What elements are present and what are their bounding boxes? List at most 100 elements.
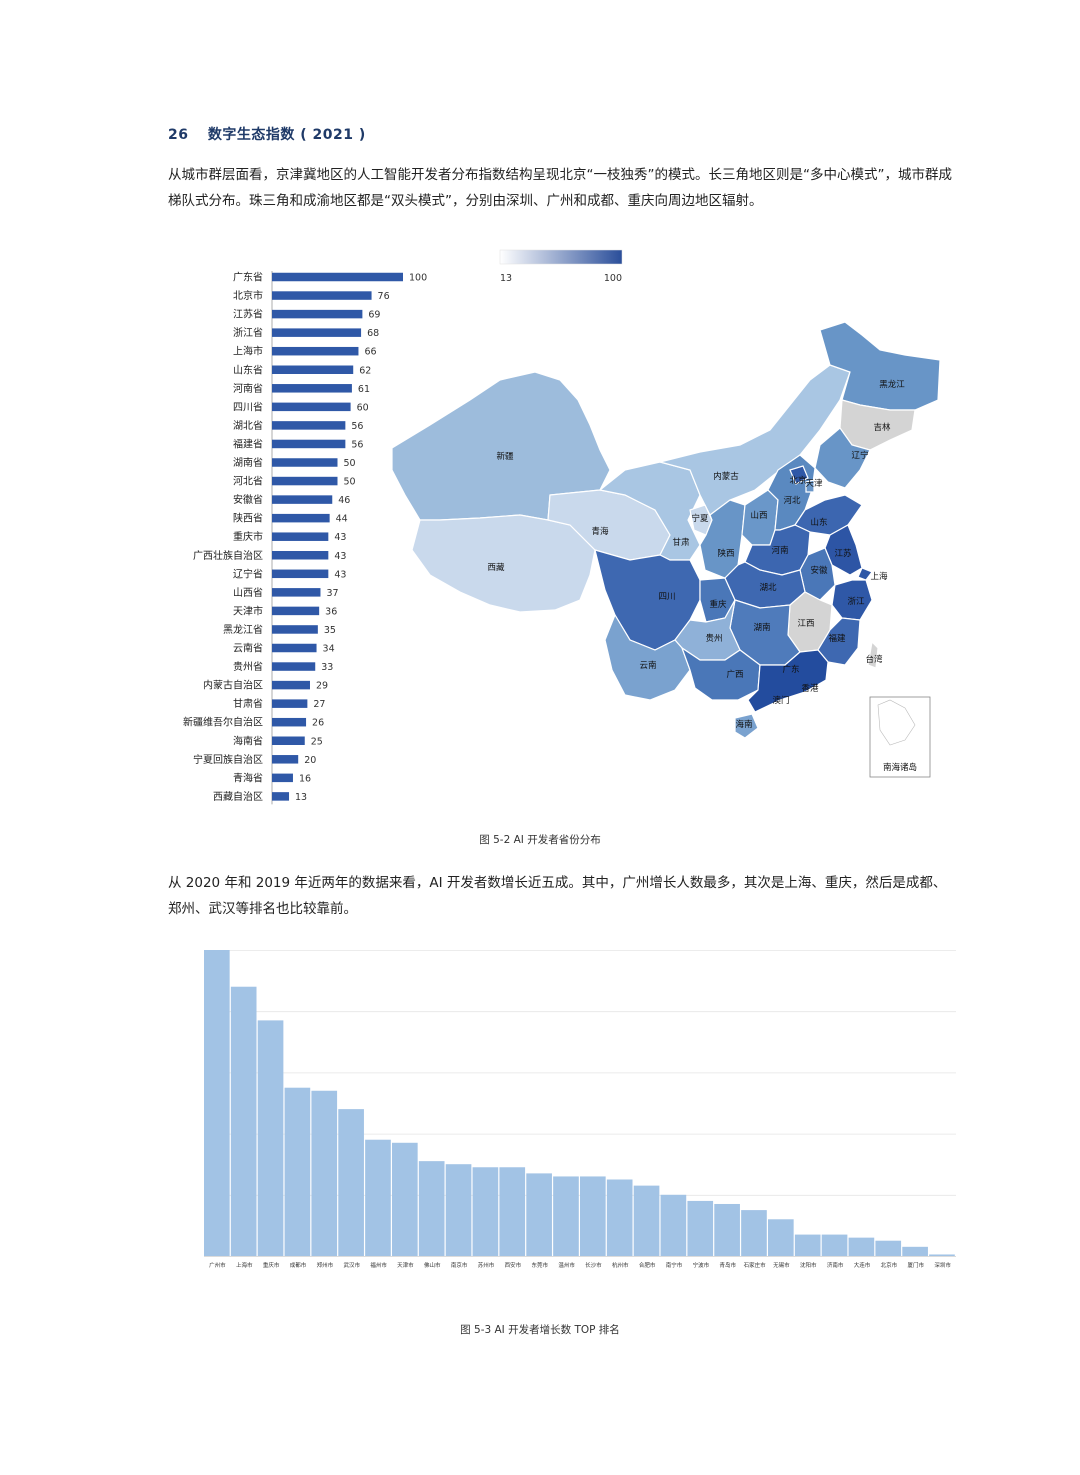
province-label: 新疆维吾尔自治区 <box>183 716 263 729</box>
province-label: 内蒙古自治区 <box>203 679 263 692</box>
province-bar <box>272 551 329 560</box>
color-scale-legend: 13 100 <box>499 249 623 284</box>
province-value-label: 35 <box>324 625 336 636</box>
province-value-label: 60 <box>357 402 369 413</box>
map-region-label: 海南 <box>735 719 752 730</box>
region-taiwan <box>867 640 879 669</box>
growth-bar <box>875 1240 902 1256</box>
province-bar <box>272 643 317 653</box>
growth-bar <box>580 1176 606 1256</box>
growth-bar <box>499 1167 526 1256</box>
province-value-label: 27 <box>313 699 325 710</box>
region-heilongjiang <box>819 321 941 411</box>
province-value-label: 100 <box>409 273 427 284</box>
growth-bar <box>929 1254 955 1256</box>
province-bar <box>272 773 293 783</box>
growth-bar <box>687 1200 714 1256</box>
province-label: 江苏省 <box>233 308 263 321</box>
map-region-label: 香港 <box>801 683 819 694</box>
page-header: 26 数字生态指数 ( 2021 ) <box>168 124 366 146</box>
growth-city-label: 广州市 <box>209 1261 226 1269</box>
province-bar <box>272 513 330 523</box>
map-region-label: 青海 <box>591 526 609 537</box>
province-value-label: 29 <box>316 681 328 692</box>
province-bar <box>272 476 338 486</box>
province-value-label: 37 <box>326 588 338 599</box>
growth-bar <box>821 1234 848 1256</box>
province-value-label: 43 <box>334 569 346 580</box>
growth-bar <box>794 1234 821 1256</box>
growth-city-label: 上海市 <box>236 1261 253 1269</box>
growth-city-label: 宁波市 <box>693 1261 710 1269</box>
province-value-label: 13 <box>295 792 307 803</box>
province-label: 云南省 <box>233 642 263 655</box>
map-region-label: 贵州 <box>705 633 722 644</box>
province-bar <box>272 365 354 374</box>
province-label: 浙江省 <box>233 326 263 339</box>
province-value-label: 62 <box>359 365 371 376</box>
province-label: 四川省 <box>233 400 263 413</box>
growth-city-label: 郑州市 <box>317 1261 334 1269</box>
map-region-label: 台湾 <box>865 654 883 665</box>
page-title: 数字生态指数 ( 2021 ) <box>207 127 366 143</box>
province-value-label: 43 <box>334 532 346 543</box>
province-value-label: 26 <box>312 718 324 729</box>
nanhai-inset-frame <box>869 696 931 778</box>
intro-paragraph: 从城市群层面看，京津冀地区的人工智能开发者分布指数结构呈现北京“一枝独秀”的模式… <box>168 167 952 209</box>
map-region-label: 广东 <box>782 664 799 675</box>
province-bar <box>272 402 351 412</box>
growth-bar <box>230 986 257 1256</box>
province-value-label: 69 <box>368 310 380 321</box>
growth-bar <box>741 1210 767 1256</box>
growth-bar <box>768 1219 794 1256</box>
map-region-label: 浙江 <box>847 596 865 607</box>
province-bar <box>272 699 308 708</box>
growth-city-label: 成都市 <box>290 1261 307 1269</box>
province-label: 宁夏回族自治区 <box>193 753 263 766</box>
map-region-label: 南海诸岛 <box>883 762 917 773</box>
growth-city-label: 武汉市 <box>343 1261 360 1269</box>
growth-city-label: 合肥市 <box>639 1261 656 1269</box>
province-label: 陕西省 <box>233 512 263 525</box>
region-hainan <box>734 713 759 739</box>
growth-city-label: 石家庄市 <box>744 1261 767 1269</box>
growth-bar <box>418 1161 445 1256</box>
province-value-label: 76 <box>378 291 390 302</box>
province-value-label: 56 <box>351 439 363 450</box>
growth-city-label: 重庆市 <box>263 1261 280 1269</box>
growth-bar-chart: 广州市 上海市 重庆市 成都市 郑州市 武汉市 福州市 天津市 佛山市 南京市 苏州市 西安市 东莞市 温… <box>204 950 956 1269</box>
province-label: 辽宁省 <box>233 567 263 580</box>
growth-paragraph: 从 2020 年和 2019 年近两年的数据来看，AI 开发者数增长近五成。其中… <box>168 875 947 917</box>
province-value-label: 61 <box>358 384 370 395</box>
province-bar <box>272 439 346 449</box>
map-region-label: 澳门 <box>772 695 789 706</box>
growth-bar <box>311 1090 338 1256</box>
map-region-label: 河北 <box>783 495 801 506</box>
province-bar <box>272 495 333 504</box>
province-value-label: 50 <box>344 477 356 488</box>
nanhai-coastline <box>877 699 916 746</box>
region-zhejiang <box>831 579 873 621</box>
growth-bar <box>204 950 230 1256</box>
map-region-label: 辽宁 <box>851 450 868 461</box>
province-bar <box>272 736 305 745</box>
region-yunnan <box>604 613 691 701</box>
map-region-label: 陕西 <box>717 548 734 559</box>
growth-bar <box>633 1185 660 1256</box>
map-region-label: 北京 <box>789 475 806 486</box>
province-label: 天津市 <box>233 604 263 617</box>
province-value-label: 50 <box>344 458 356 469</box>
figure-5-3-caption: 图 5-3 AI 开发者增长数 TOP 排名 <box>460 1324 620 1336</box>
growth-city-label: 苏州市 <box>478 1261 495 1269</box>
province-label: 山东省 <box>233 363 263 376</box>
color-scale-bar <box>499 249 623 265</box>
province-label: 河北省 <box>233 475 263 488</box>
color-scale-min: 13 <box>500 273 512 284</box>
growth-bar <box>526 1173 552 1256</box>
province-label: 北京市 <box>233 289 263 302</box>
province-label: 山西省 <box>233 586 263 599</box>
growth-city-label: 天津市 <box>397 1261 414 1269</box>
province-bar-chart: 广东省 100 北京市 76 江苏省 69 浙江省 68 上海市 66 山东省 62 河南省 61 四川省 6… <box>183 271 427 805</box>
province-label: 湖北省 <box>233 419 263 432</box>
